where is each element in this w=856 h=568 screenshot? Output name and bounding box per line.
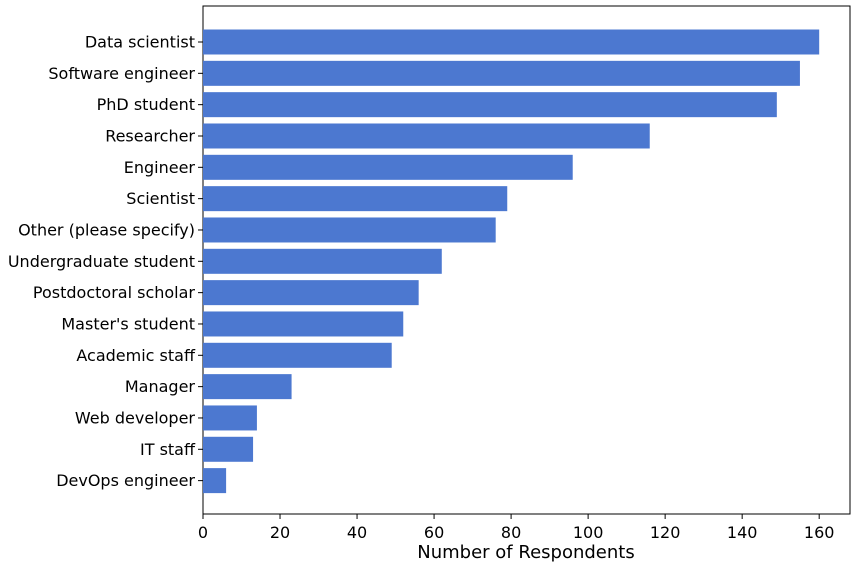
category-label: Other (please specify) — [18, 220, 195, 239]
x-axis-ticks: 0 20 40 60 80 100 120 140 160 — [198, 514, 835, 542]
x-tick-label: 0 — [198, 523, 208, 542]
category-label: Scientist — [126, 189, 195, 208]
x-tick-label: 140 — [727, 523, 758, 542]
x-tick-label: 120 — [650, 523, 681, 542]
category-label: Manager — [125, 377, 196, 396]
category-label: Web developer — [75, 408, 196, 427]
bar — [203, 217, 496, 243]
bar — [203, 374, 292, 400]
bar — [203, 342, 392, 368]
bar — [203, 60, 800, 86]
x-tick-label: 160 — [804, 523, 835, 542]
x-axis-title: Number of Respondents — [417, 542, 634, 563]
bar — [203, 154, 573, 180]
bar — [203, 311, 404, 337]
category-label: Postdoctoral scholar — [33, 283, 196, 302]
category-label: Engineer — [124, 158, 196, 177]
category-label: Researcher — [105, 126, 195, 145]
x-tick-label: 100 — [573, 523, 604, 542]
bar — [203, 405, 257, 431]
x-tick-label: 60 — [424, 523, 444, 542]
category-label: Software engineer — [48, 64, 195, 83]
category-label: Master's student — [61, 314, 195, 333]
bar — [203, 186, 508, 212]
category-label: PhD student — [97, 95, 195, 114]
category-label: Data scientist — [85, 33, 195, 52]
x-tick-label: 40 — [347, 523, 367, 542]
category-label: IT staff — [140, 440, 196, 459]
category-label: Undergraduate student — [8, 252, 195, 271]
bar — [203, 29, 820, 55]
bar — [203, 468, 227, 494]
bar — [203, 123, 650, 149]
bar — [203, 248, 442, 274]
bars-group — [203, 29, 820, 494]
bar — [203, 436, 254, 462]
x-tick-label: 20 — [270, 523, 290, 542]
category-labels: Data scientist Software engineer PhD stude… — [8, 33, 203, 490]
bar — [203, 92, 777, 118]
x-tick-label: 80 — [501, 523, 521, 542]
category-label: DevOps engineer — [56, 471, 195, 490]
category-label: Academic staff — [76, 346, 196, 365]
bar — [203, 280, 419, 306]
